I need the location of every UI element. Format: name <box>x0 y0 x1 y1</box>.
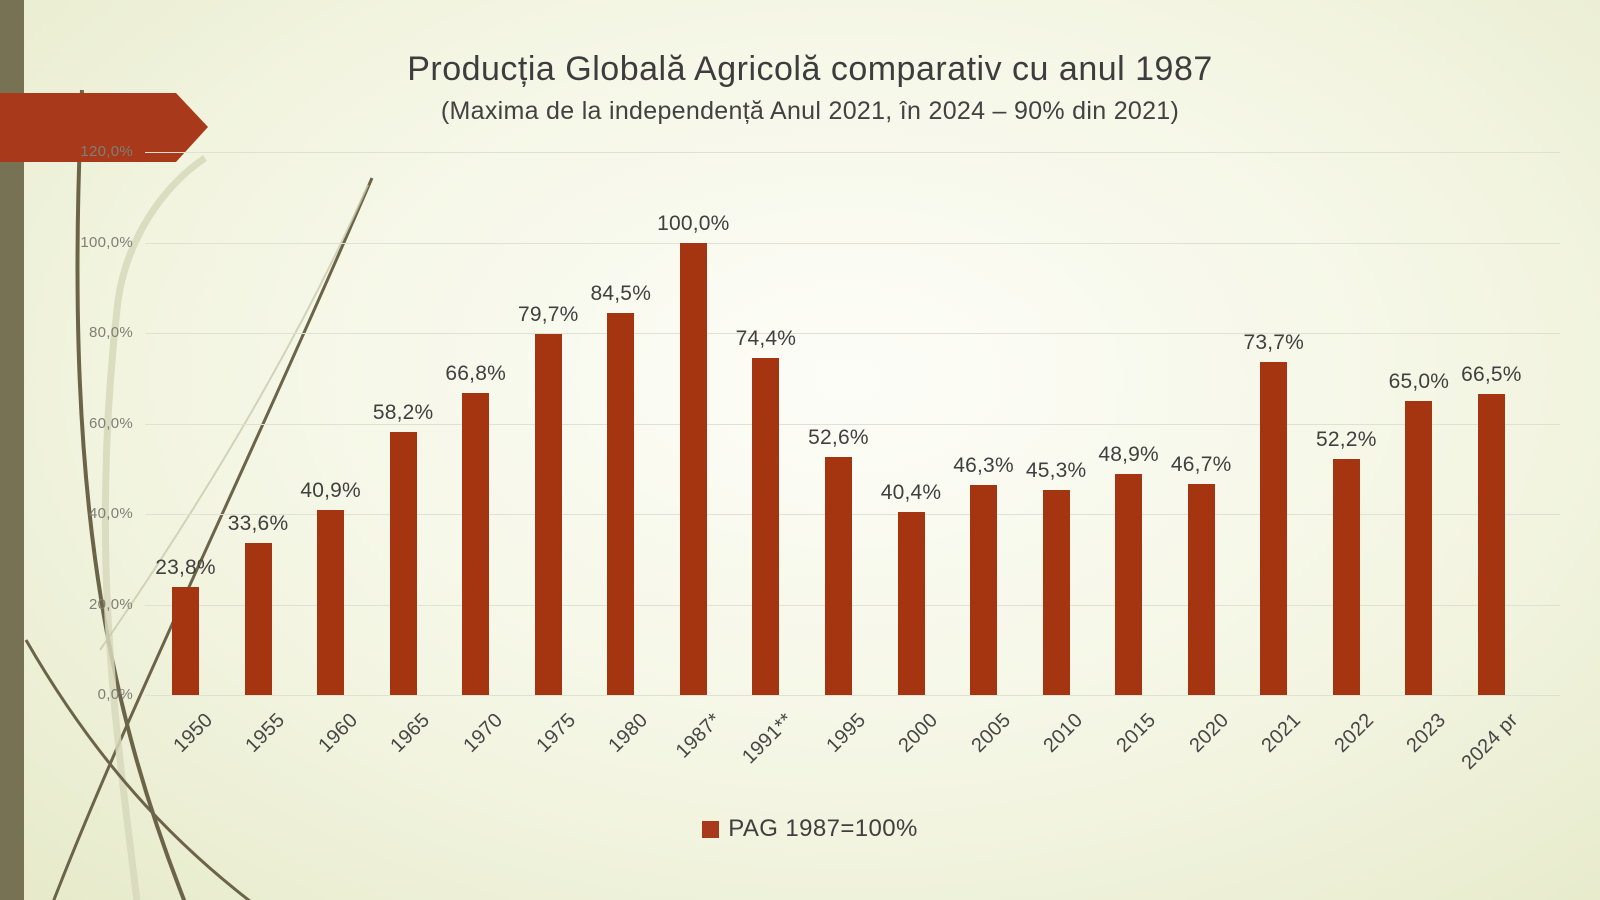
bar <box>1405 400 1433 695</box>
x-axis-label: 2022 <box>1329 709 1378 757</box>
y-axis-label: 100,0% <box>80 233 133 251</box>
bar <box>970 485 998 695</box>
x-axis-label: 2024 pr <box>1457 709 1523 775</box>
x-axis-label: 1991** <box>738 709 798 769</box>
bar-value-label: 52,6% <box>808 425 869 449</box>
x-axis-label: 2010 <box>1039 709 1088 757</box>
bar-value-label: 66,5% <box>1461 363 1522 387</box>
bar-value-label: 73,7% <box>1243 330 1305 354</box>
chart-legend: PAG 1987=100% <box>60 815 1560 843</box>
x-axis-label: 1987* <box>671 709 725 763</box>
slide-subtitle: (Maxima de la independență Anul 2021, în… <box>440 97 1180 125</box>
legend-swatch <box>702 820 720 838</box>
x-axis-label: 2020 <box>1184 709 1233 757</box>
bar-value-label: 48,9% <box>1098 442 1159 466</box>
bar-value-label: 40,9% <box>300 478 361 502</box>
y-axis-label: 80,0% <box>88 324 133 341</box>
bar <box>607 312 635 695</box>
bar <box>824 456 852 695</box>
bar-value-label: 58,2% <box>372 400 434 424</box>
y-axis-label: 120,0% <box>80 143 133 160</box>
x-axis-label: 1950 <box>169 709 218 757</box>
bar <box>1260 361 1288 695</box>
x-axis-label: 1995 <box>822 709 871 757</box>
bar-value-label: 52,2% <box>1316 427 1377 451</box>
bar-value-label: 23,8% <box>155 556 216 580</box>
bar-value-label: 100,0% <box>657 211 730 235</box>
bar <box>1115 473 1143 695</box>
gridline <box>145 514 1560 515</box>
bar-value-label: 46,3% <box>953 454 1014 478</box>
x-axis-label: 2005 <box>967 709 1016 757</box>
bar-value-label: 66,8% <box>445 361 506 385</box>
x-axis-label: 1975 <box>531 709 580 757</box>
bar <box>1042 490 1070 695</box>
y-axis-label: 0,0% <box>97 686 133 703</box>
bar-value-label: 65,0% <box>1388 369 1450 393</box>
x-axis-label: 1970 <box>459 709 508 757</box>
gridline <box>145 333 1560 334</box>
bar <box>1477 394 1505 695</box>
gridline <box>145 604 1560 606</box>
bar <box>752 358 780 695</box>
bar-value-label: 74,4% <box>735 327 797 351</box>
bar <box>462 392 490 695</box>
legend-label: PAG 1987=100% <box>728 815 918 842</box>
bar <box>1187 483 1215 695</box>
bar-value-label: 46,7% <box>1170 452 1232 476</box>
bar-value-label: 84,5% <box>590 281 652 305</box>
x-axis-label: 1955 <box>241 709 290 757</box>
gridline <box>145 242 1560 244</box>
gridline <box>145 695 1560 696</box>
x-axis-label: 1980 <box>604 709 653 757</box>
bar <box>1332 458 1360 695</box>
y-axis-label: 60,0% <box>88 414 133 432</box>
bar <box>244 542 272 695</box>
gridline <box>145 152 1560 153</box>
x-axis-label: 1965 <box>386 709 435 757</box>
x-axis-label: 2023 <box>1402 709 1451 757</box>
bar-value-label: 40,4% <box>880 481 942 505</box>
y-axis-label: 40,0% <box>88 505 133 522</box>
bar <box>897 512 925 695</box>
bar <box>317 509 345 695</box>
bar-value-label: 45,3% <box>1025 459 1087 483</box>
x-axis-label: 2000 <box>894 709 943 757</box>
x-axis-label: 1960 <box>314 709 363 757</box>
bar <box>679 242 707 695</box>
slide-title: Producția Globală Agricolă comparativ cu… <box>407 50 1213 88</box>
arrow-banner <box>0 93 208 162</box>
bar <box>534 334 562 695</box>
y-axis-label: 20,0% <box>88 595 133 613</box>
bar-value-label: 79,7% <box>517 303 579 327</box>
x-axis-label: 2015 <box>1112 709 1161 757</box>
bar-value-label: 33,6% <box>227 511 289 535</box>
bar <box>389 431 417 695</box>
gridline <box>145 423 1560 425</box>
bar <box>172 587 199 695</box>
x-axis-label: 2021 <box>1257 709 1306 757</box>
